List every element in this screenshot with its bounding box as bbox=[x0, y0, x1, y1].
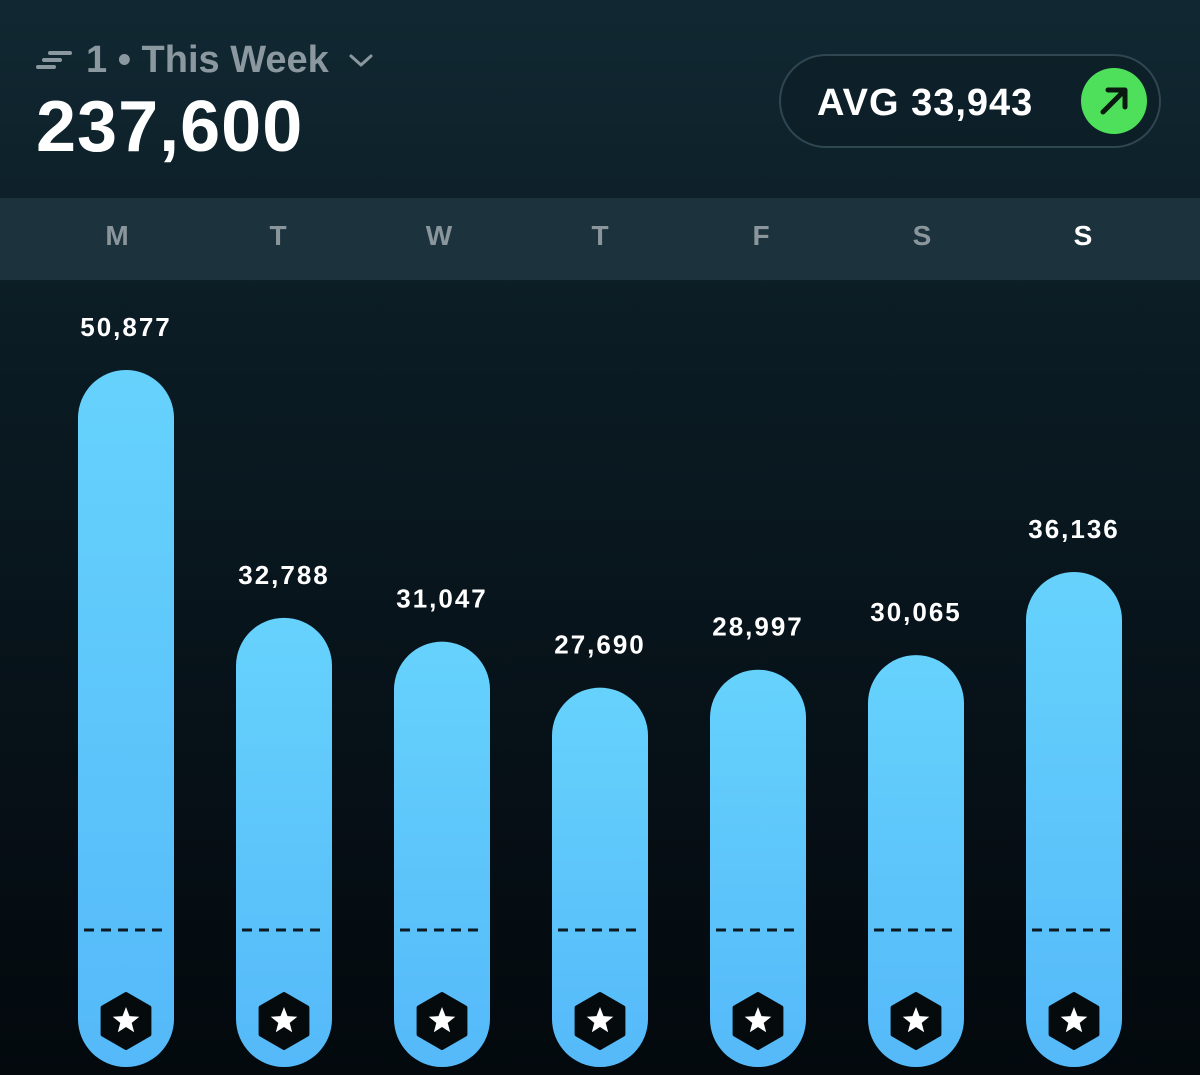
star-icon bbox=[744, 1007, 772, 1033]
star-icon bbox=[270, 1007, 298, 1033]
bar[interactable] bbox=[394, 641, 490, 1067]
bar[interactable] bbox=[78, 370, 174, 1067]
summary-header: 1 • This Week 237,600 AVG 33,943 bbox=[0, 0, 1200, 198]
bar-value-label: 28,997 bbox=[712, 612, 804, 642]
trend-up-arrow-icon bbox=[1081, 68, 1147, 134]
speed-lines-icon bbox=[36, 51, 72, 69]
tab-saturday[interactable]: S bbox=[912, 220, 932, 251]
bar-value-label: 27,690 bbox=[554, 630, 646, 660]
weekly-total: 237,600 bbox=[36, 87, 304, 167]
bar[interactable] bbox=[710, 669, 806, 1067]
bar-value-label: 32,788 bbox=[238, 560, 330, 590]
star-icon bbox=[428, 1007, 456, 1033]
bar[interactable] bbox=[236, 617, 332, 1067]
tab-monday[interactable]: M bbox=[105, 220, 129, 251]
tab-wednesday[interactable]: W bbox=[425, 220, 453, 251]
bar-value-label: 50,877 bbox=[80, 312, 172, 342]
average-pill[interactable]: AVG 33,943 bbox=[779, 54, 1161, 148]
bar-value-label: 31,047 bbox=[396, 584, 488, 614]
bar-value-label: 30,065 bbox=[870, 597, 962, 627]
chevron-down-icon bbox=[349, 54, 373, 67]
star-icon bbox=[902, 1007, 930, 1033]
period-selector[interactable]: 1 • This Week bbox=[36, 38, 375, 82]
star-icon bbox=[586, 1007, 614, 1033]
period-label: 1 • This Week bbox=[86, 38, 329, 81]
bar[interactable] bbox=[868, 655, 964, 1067]
daily-steps-chart: 50,877 32,788 31,047 27,690 28,997 30,065 36,1… bbox=[78, 312, 1122, 1067]
bar[interactable] bbox=[1026, 571, 1122, 1067]
tab-thursday[interactable]: T bbox=[591, 220, 609, 251]
tab-sunday[interactable]: S bbox=[1073, 220, 1093, 251]
star-icon bbox=[112, 1007, 140, 1033]
weekday-tabs: M T W T F S S bbox=[0, 198, 1200, 280]
bar-value-label: 36,136 bbox=[1028, 514, 1120, 544]
tab-friday[interactable]: F bbox=[752, 220, 770, 251]
star-icon bbox=[1060, 1007, 1088, 1033]
average-label: AVG 33,943 bbox=[817, 82, 1034, 124]
bar[interactable] bbox=[552, 687, 648, 1067]
tab-tuesday[interactable]: T bbox=[269, 220, 287, 251]
